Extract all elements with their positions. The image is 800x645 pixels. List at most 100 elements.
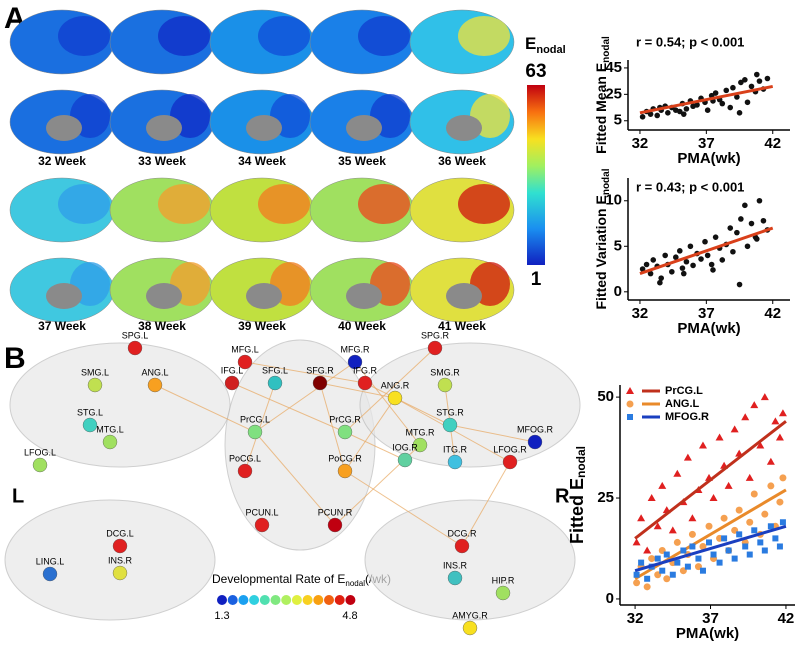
node-label: ITG.R (443, 444, 467, 454)
legend-swatch (313, 595, 324, 605)
point (721, 535, 728, 542)
point (742, 77, 748, 83)
node-label: DCG.L (106, 528, 134, 538)
point (712, 234, 719, 240)
week-label: 32 Week (38, 154, 86, 168)
node-label: PCUN.L (245, 507, 278, 517)
subcortex (446, 115, 482, 141)
colorbar-min: 1 (531, 269, 542, 290)
point (676, 108, 683, 115)
point (648, 555, 656, 563)
point (761, 547, 768, 554)
subcortex (146, 283, 182, 309)
point (715, 433, 724, 441)
week-label: 36 Week (438, 154, 486, 168)
point (643, 546, 652, 554)
point (694, 102, 700, 108)
legend-marker (626, 387, 634, 394)
node (254, 517, 270, 533)
node-label: LFOG.L (24, 447, 56, 457)
week-label: 34 Week (238, 154, 286, 168)
week-label: 39 Week (238, 319, 286, 333)
node-label: AMYG.R (452, 610, 488, 620)
point (632, 538, 641, 546)
point (647, 494, 656, 502)
edge (354, 361, 421, 446)
node-label: IFG.R (353, 365, 377, 375)
node-label: ANG.R (381, 380, 410, 390)
point (746, 518, 754, 526)
point (730, 84, 736, 91)
node-label: MTG.L (96, 424, 124, 434)
colorbar-title: Enodal (525, 34, 566, 55)
brain-region (458, 184, 510, 224)
legend-min: 1.3 (214, 610, 229, 622)
node (82, 417, 98, 433)
point (741, 413, 750, 421)
point (654, 555, 661, 562)
point (748, 220, 755, 227)
y-tick-label: 0 (606, 590, 614, 607)
node-label: PrCG.L (240, 414, 270, 424)
point (731, 555, 738, 562)
y-axis-title-sub: nodal (574, 446, 588, 478)
node-label: INS.R (108, 555, 133, 565)
point (643, 583, 651, 591)
fit-line (634, 420, 787, 540)
node (112, 538, 128, 554)
node-label: MFOG.R (517, 424, 553, 434)
point (643, 261, 650, 268)
node-label: PoCG.L (229, 453, 261, 463)
point (663, 575, 671, 583)
week-label: 33 Week (138, 154, 186, 168)
node (247, 424, 263, 440)
point (719, 100, 726, 107)
legend-swatch (249, 595, 260, 605)
node (462, 620, 478, 636)
point (738, 216, 744, 222)
point (734, 94, 740, 100)
y-axis-title-sub: nodal (601, 168, 612, 195)
point (757, 539, 764, 546)
node-label: SPG.L (122, 330, 149, 340)
node-label: PCUN.R (318, 507, 353, 517)
point (736, 281, 743, 288)
point (680, 270, 687, 277)
brain-outline (9, 342, 231, 468)
point (663, 551, 670, 558)
point (745, 473, 754, 481)
node-label: PrCG.R (329, 414, 361, 424)
node (112, 565, 128, 581)
point (650, 257, 657, 263)
point (760, 217, 767, 224)
legend-label: ANG.L (665, 398, 700, 410)
subcortex (46, 283, 82, 309)
point (683, 106, 690, 112)
node (427, 340, 443, 356)
y-axis-title-sub: nodal (601, 36, 612, 63)
node (502, 454, 518, 470)
point (750, 401, 759, 409)
point (638, 559, 645, 566)
y-tick-label: 0 (614, 283, 622, 300)
node-label: IFG.L (221, 365, 244, 375)
y-tick-label: 50 (597, 388, 614, 405)
point (674, 559, 681, 566)
node-label: MTG.R (406, 427, 435, 437)
point (734, 229, 740, 236)
node-label: IOG.R (392, 442, 418, 452)
point (744, 243, 751, 250)
point (702, 238, 708, 245)
edge (254, 361, 356, 433)
point (653, 522, 662, 530)
legend-swatch (324, 595, 334, 605)
brain-region (358, 184, 410, 224)
node-label: SPG.R (421, 330, 450, 340)
week-label: 41 Week (438, 319, 486, 333)
point (767, 482, 775, 490)
point (654, 112, 661, 119)
point (778, 409, 787, 417)
point (710, 267, 716, 273)
node (454, 538, 470, 554)
edge (244, 361, 366, 384)
